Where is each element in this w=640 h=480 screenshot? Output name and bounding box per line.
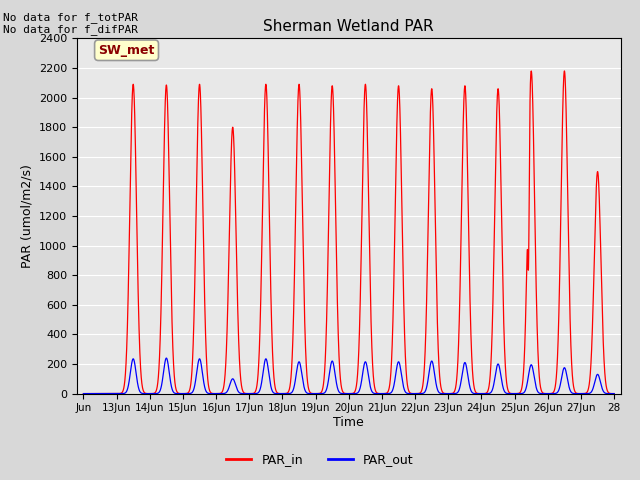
Title: Sherman Wetland PAR: Sherman Wetland PAR <box>264 20 434 35</box>
Text: SW_met: SW_met <box>99 44 155 57</box>
Legend: PAR_in, PAR_out: PAR_in, PAR_out <box>221 448 419 471</box>
Text: No data for f_totPAR
No data for f_difPAR: No data for f_totPAR No data for f_difPA… <box>3 12 138 36</box>
X-axis label: Time: Time <box>333 416 364 429</box>
Y-axis label: PAR (umol/m2/s): PAR (umol/m2/s) <box>20 164 33 268</box>
